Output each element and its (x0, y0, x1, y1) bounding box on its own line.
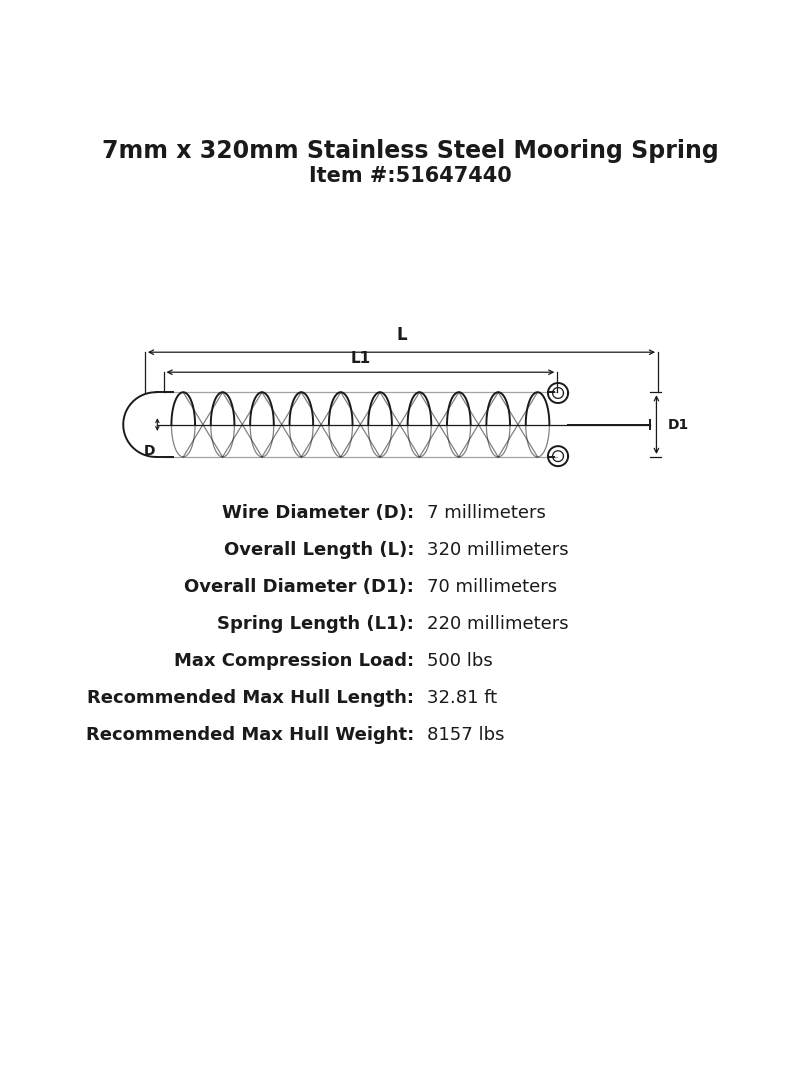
Text: 70 millimeters: 70 millimeters (427, 578, 557, 596)
Text: L1: L1 (350, 351, 370, 366)
Text: Max Compression Load:: Max Compression Load: (174, 652, 414, 670)
Text: 220 millimeters: 220 millimeters (427, 615, 569, 633)
Text: D: D (144, 443, 155, 458)
Text: Overall Diameter (D1):: Overall Diameter (D1): (184, 578, 414, 596)
Text: 7mm x 320mm Stainless Steel Mooring Spring: 7mm x 320mm Stainless Steel Mooring Spri… (102, 139, 718, 163)
Text: Overall Length (L):: Overall Length (L): (223, 541, 414, 559)
Text: Wire Diameter (D):: Wire Diameter (D): (222, 504, 414, 522)
Text: 500 lbs: 500 lbs (427, 652, 493, 670)
Text: 8157 lbs: 8157 lbs (427, 726, 505, 744)
Text: Recommended Max Hull Length:: Recommended Max Hull Length: (87, 689, 414, 707)
Text: L: L (396, 326, 406, 345)
Text: 320 millimeters: 320 millimeters (427, 541, 569, 559)
Text: Spring Length (L1):: Spring Length (L1): (217, 615, 414, 633)
Text: Item #:51647440: Item #:51647440 (309, 166, 511, 186)
Text: Recommended Max Hull Weight:: Recommended Max Hull Weight: (86, 726, 414, 744)
Text: 32.81 ft: 32.81 ft (427, 689, 497, 707)
Text: D1: D1 (667, 417, 689, 432)
Text: 7 millimeters: 7 millimeters (427, 504, 546, 522)
